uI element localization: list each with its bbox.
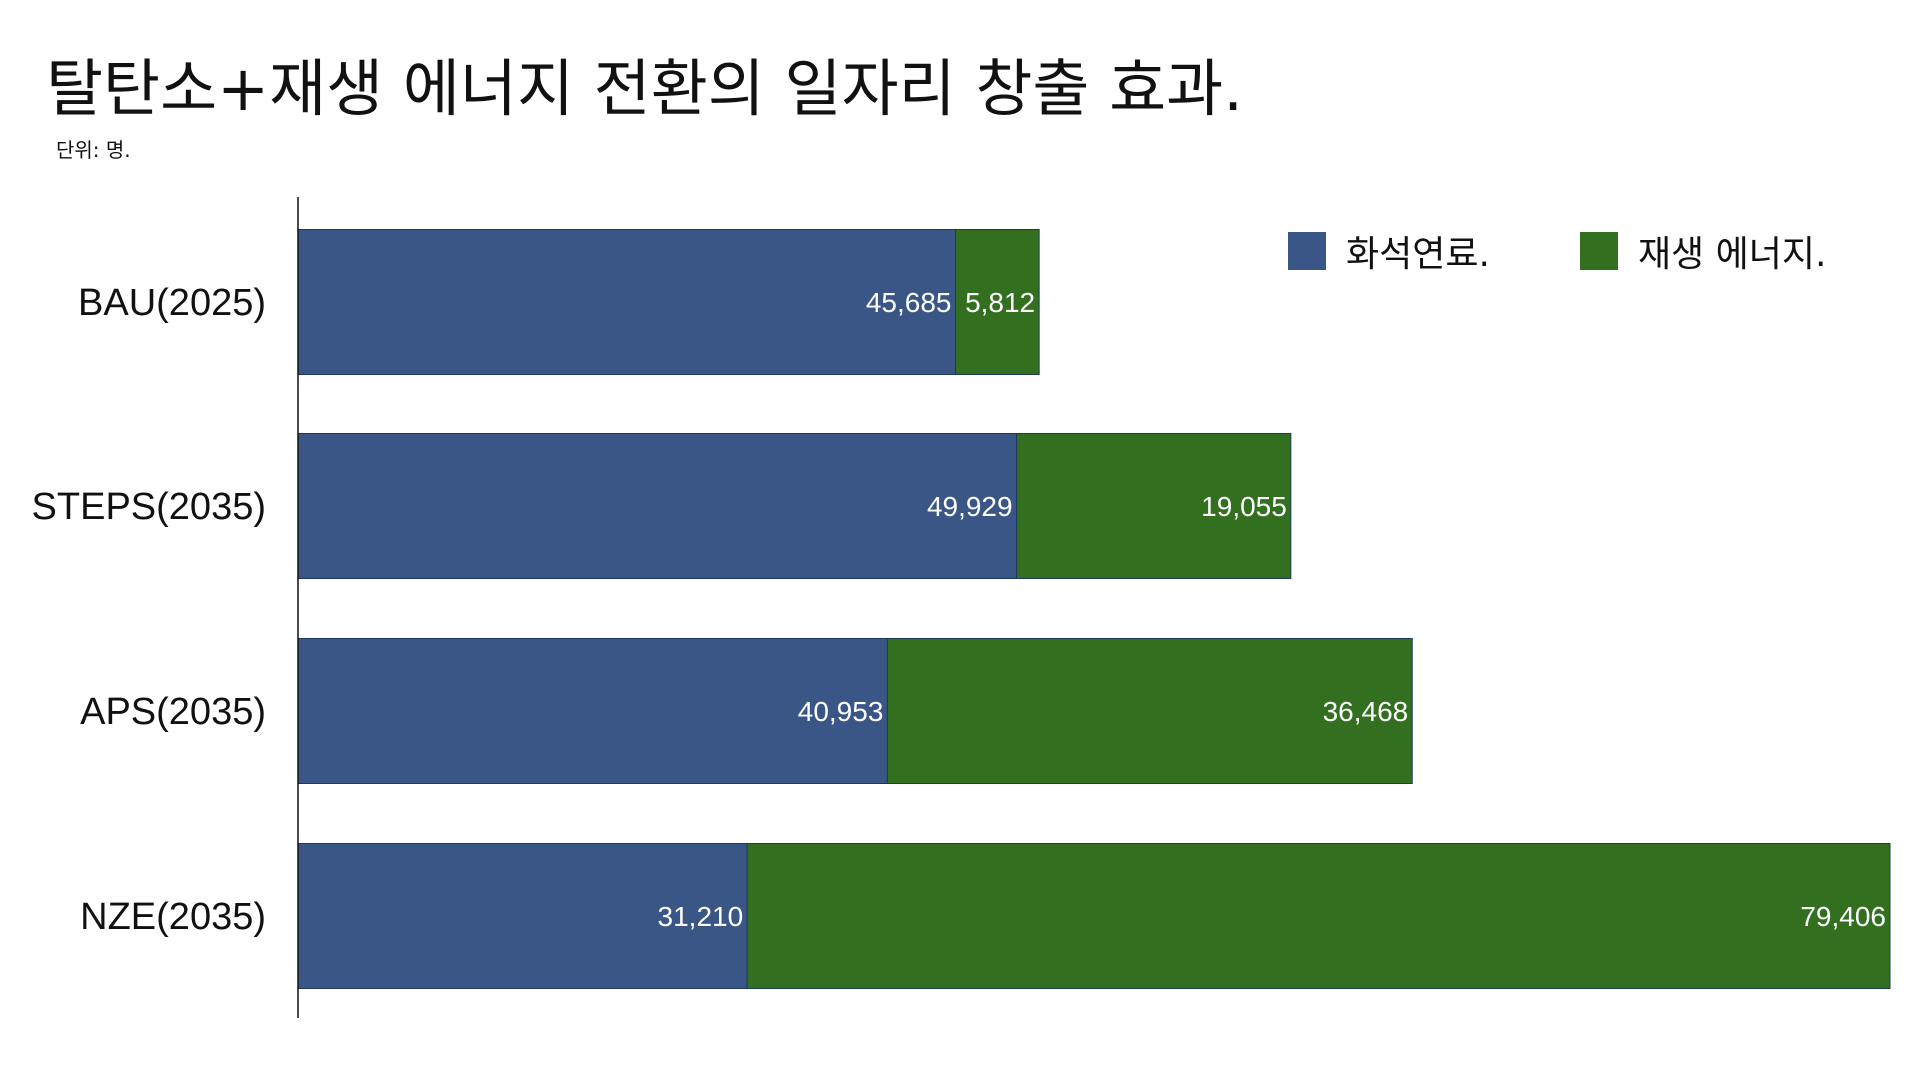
legend-swatch-fossil <box>1288 232 1326 270</box>
bar-fossil <box>297 433 1018 579</box>
legend-label-renewable: 재생 에너지. <box>1637 234 1827 275</box>
bar-fossil <box>297 843 748 989</box>
value-label-fossil: 49,929 <box>927 491 1013 522</box>
legend-swatch-renewable <box>1579 232 1618 270</box>
category-label: STEPS(2035) <box>32 486 266 528</box>
value-label-fossil: 45,685 <box>866 287 952 318</box>
category-label: BAU(2025) <box>78 282 266 324</box>
value-label-fossil: 31,210 <box>658 901 744 932</box>
chart-title: 탈탄소+재생 에너지 전환의 일자리 창출 효과. <box>46 52 1243 125</box>
value-label-renewable: 19,055 <box>1201 491 1287 522</box>
value-label-renewable: 79,406 <box>1800 901 1886 932</box>
bar-fossil <box>297 229 957 375</box>
legend-item-fossil: 화석연료. <box>1288 225 1490 277</box>
bar-renewable <box>1016 433 1292 579</box>
value-label-fossil: 40,953 <box>798 696 884 727</box>
bar-renewable <box>886 638 1413 784</box>
bar-fossil <box>297 638 888 784</box>
value-label-renewable: 36,468 <box>1323 696 1409 727</box>
legend-item-renewable: 재생 에너지. <box>1579 225 1827 277</box>
bar-renewable <box>746 843 1891 989</box>
legend: 화석연료. 재생 에너지. <box>1288 225 1916 277</box>
value-label-renewable: 5,812 <box>965 287 1035 318</box>
category-label: NZE(2035) <box>80 896 266 938</box>
unit-note: 단위: 명. <box>56 138 131 162</box>
category-label: APS(2035) <box>80 691 266 733</box>
legend-label-fossil: 화석연료. <box>1346 234 1490 275</box>
bar-renewable <box>955 229 1040 375</box>
